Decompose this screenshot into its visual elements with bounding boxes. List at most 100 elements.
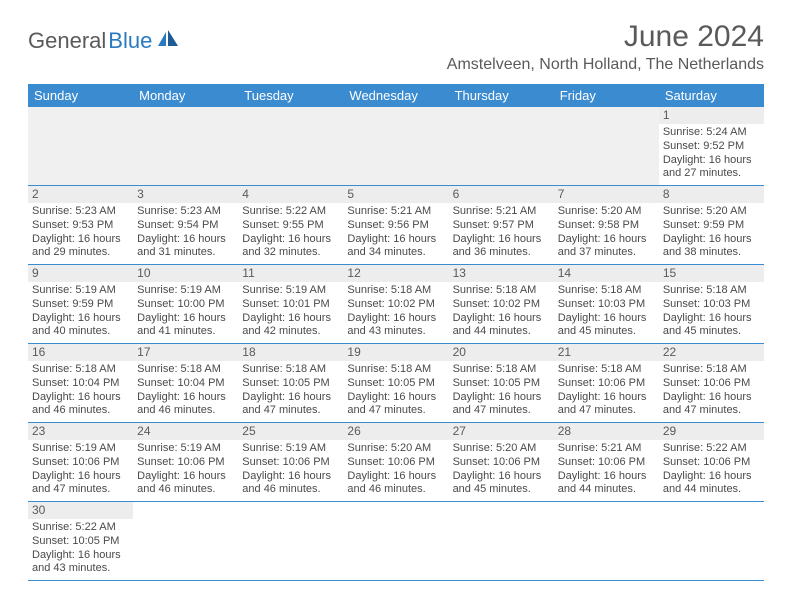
cell-sunset: Sunset: 9:58 PM [558,219,655,233]
cell-day2: and 32 minutes. [242,246,339,260]
cell-sunrise: Sunrise: 5:18 AM [663,284,760,298]
cell-sunrise: Sunrise: 5:18 AM [558,284,655,298]
logo-text-general: General [28,28,106,54]
cell-sunrise: Sunrise: 5:18 AM [347,284,444,298]
cell-sunrise: Sunrise: 5:19 AM [32,442,129,456]
calendar-cell [133,107,238,186]
day-number: 14 [554,265,659,282]
cell-sunrise: Sunrise: 5:18 AM [347,363,444,377]
calendar-cell [449,107,554,186]
location-text: Amstelveen, North Holland, The Netherlan… [447,56,764,74]
cell-day1: Daylight: 16 hours [558,391,655,405]
cell-day2: and 45 minutes. [663,325,760,339]
day-number: 11 [238,265,343,282]
cell-sunrise: Sunrise: 5:18 AM [558,363,655,377]
cell-sunset: Sunset: 10:06 PM [558,456,655,470]
cell-sunset: Sunset: 10:01 PM [242,298,339,312]
cell-day1: Daylight: 16 hours [663,312,760,326]
cell-day2: and 45 minutes. [453,483,550,497]
cell-day2: and 40 minutes. [32,325,129,339]
cell-sunrise: Sunrise: 5:21 AM [453,205,550,219]
weekday-header: Wednesday [343,84,448,107]
cell-sunrise: Sunrise: 5:22 AM [32,521,129,535]
day-number: 5 [343,186,448,203]
cell-day2: and 38 minutes. [663,246,760,260]
cell-day1: Daylight: 16 hours [242,312,339,326]
calendar-cell: 18 Sunrise: 5:18 AMSunset: 10:05 PMDaylig… [238,344,343,423]
cell-sunset: Sunset: 10:06 PM [347,456,444,470]
calendar-cell: 11Sunrise: 5:19 AMSunset: 10:01 PMDaylig… [238,265,343,344]
day-number: 10 [133,265,238,282]
cell-sunrise: Sunrise: 5:18 AM [32,363,129,377]
cell-day2: and 47 minutes. [242,404,339,418]
logo-text-blue: Blue [108,28,152,54]
cell-sunrise: Sunrise: 5:23 AM [32,205,129,219]
cell-sunset: Sunset: 10:06 PM [137,456,234,470]
calendar-cell: 21Sunrise: 5:18 AMSunset: 10:06 PMDaylig… [554,344,659,423]
cell-sunrise: Sunrise: 5:18 AM [137,363,234,377]
cell-sunrise: Sunrise: 5:22 AM [663,442,760,456]
cell-sunrise: Sunrise: 5:22 AM [242,205,339,219]
day-number: 2 [28,186,133,203]
cell-sunset: Sunset: 10:03 PM [663,298,760,312]
page-title: June 2024 [447,20,764,54]
cell-sunset: Sunset: 9:57 PM [453,219,550,233]
calendar-cell [343,107,448,186]
calendar-cell: 26Sunrise: 5:20 AMSunset: 10:06 PMDaylig… [343,423,448,502]
cell-sunset: Sunset: 9:55 PM [242,219,339,233]
cell-sunset: Sunset: 10:02 PM [453,298,550,312]
cell-day1: Daylight: 16 hours [242,233,339,247]
cell-day2: and 42 minutes. [242,325,339,339]
calendar-row: 9Sunrise: 5:19 AMSunset: 9:59 PMDaylight… [28,265,764,344]
cell-day1: Daylight: 16 hours [558,312,655,326]
cell-day2: and 43 minutes. [32,562,129,576]
cell-day2: and 27 minutes. [663,167,760,181]
cell-sunrise: Sunrise: 5:20 AM [347,442,444,456]
weekday-header: Friday [554,84,659,107]
day-number: 6 [449,186,554,203]
cell-day1: Daylight: 16 hours [558,470,655,484]
calendar-cell: 19Sunrise: 5:18 AMSunset: 10:05 PMDaylig… [343,344,448,423]
cell-sunset: Sunset: 10:05 PM [242,377,339,391]
calendar-cell: 25Sunrise: 5:19 AMSunset: 10:06 PMDaylig… [238,423,343,502]
calendar-cell [554,107,659,186]
cell-sunset: Sunset: 10:06 PM [663,377,760,391]
sail-icon [156,30,180,53]
cell-day1: Daylight: 16 hours [242,470,339,484]
cell-day1: Daylight: 16 hours [347,312,444,326]
cell-sunrise: Sunrise: 5:20 AM [663,205,760,219]
day-number: 18 [238,344,343,361]
cell-sunset: Sunset: 10:00 PM [137,298,234,312]
weekday-header: Tuesday [238,84,343,107]
cell-day2: and 29 minutes. [32,246,129,260]
cell-day1: Daylight: 16 hours [32,470,129,484]
calendar-cell [133,502,238,581]
calendar-cell: 23Sunrise: 5:19 AMSunset: 10:06 PMDaylig… [28,423,133,502]
title-block: June 2024 Amstelveen, North Holland, The… [447,20,764,74]
calendar-cell [449,502,554,581]
header: General Blue June 2024 Amstelveen, North… [28,20,764,74]
cell-sunrise: Sunrise: 5:19 AM [137,284,234,298]
day-number: 29 [659,423,764,440]
calendar-row: 2 Sunrise: 5:23 AMSunset: 9:53 PM Daylight… [28,186,764,265]
calendar-cell: 12Sunrise: 5:18 AMSunset: 10:02 PMDaylig… [343,265,448,344]
cell-sunset: Sunset: 9:53 PM [32,219,129,233]
cell-day1: Daylight: 16 hours [242,391,339,405]
calendar-cell [238,502,343,581]
day-number: 30 [28,502,133,519]
weekday-header: Thursday [449,84,554,107]
cell-sunrise: Sunrise: 5:20 AM [558,205,655,219]
calendar-row: 16Sunrise: 5:18 AMSunset: 10:04 PMDaylig… [28,344,764,423]
calendar-row: 30Sunrise: 5:22 AMSunset: 10:05 PMDaylig… [28,502,764,581]
cell-sunrise: Sunrise: 5:18 AM [242,363,339,377]
calendar-cell [343,502,448,581]
calendar-cell: 28Sunrise: 5:21 AMSunset: 10:06 PMDaylig… [554,423,659,502]
calendar-cell: 24Sunrise: 5:19 AMSunset: 10:06 PMDaylig… [133,423,238,502]
day-number: 20 [449,344,554,361]
cell-day1: Daylight: 16 hours [32,549,129,563]
cell-day1: Daylight: 16 hours [137,233,234,247]
calendar-cell: 7Sunrise: 5:20 AMSunset: 9:58 PMDaylight… [554,186,659,265]
cell-day2: and 41 minutes. [137,325,234,339]
calendar-cell: 2Sunrise: 5:23 AMSunset: 9:53 PMDaylight… [28,186,133,265]
weekday-header: Monday [133,84,238,107]
